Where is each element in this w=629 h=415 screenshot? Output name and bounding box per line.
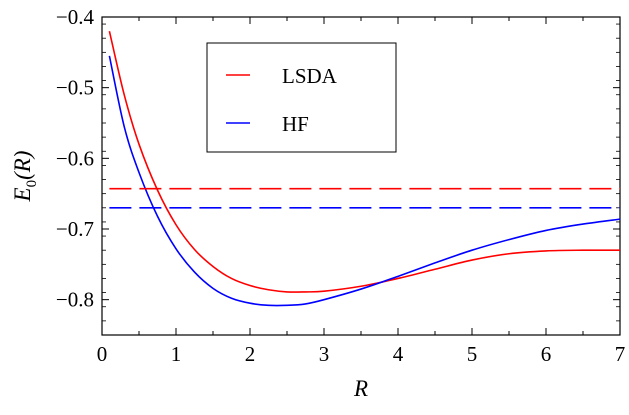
y-tick-label: −0.6: [56, 146, 94, 170]
y-tick-label: −0.8: [56, 288, 94, 312]
x-tick-label: 3: [319, 342, 330, 366]
y-axis-title-main: E: [10, 187, 35, 202]
legend-label-hf: HF: [282, 112, 309, 136]
ticks-group: 0 1 2 3 4 5 6 7 −0.8 −0.7 −0.6 −0.5 −0.4: [56, 5, 625, 366]
x-tick-label: 4: [393, 342, 404, 366]
hf-curve: [108, 55, 621, 307]
y-axis-title-sub: 0: [24, 180, 40, 188]
y-tick-label: −0.7: [56, 217, 94, 241]
x-tick-label: 2: [245, 342, 256, 366]
y-axis-title: E0(R): [10, 151, 40, 203]
x-tick-label: 6: [541, 342, 552, 366]
legend: LSDA HF: [206, 42, 397, 153]
y-axis-title-arg: (R): [10, 151, 35, 180]
x-tick-label: 5: [467, 342, 478, 366]
legend-label-lsda: LSDA: [282, 64, 338, 88]
series-group: [108, 30, 621, 307]
y-tick-label: −0.5: [56, 76, 94, 100]
x-axis-title: R: [353, 376, 368, 401]
lsda-curve: [108, 30, 621, 293]
y-tick-label: −0.4: [56, 5, 95, 29]
x-tick-label: 1: [171, 342, 182, 366]
x-tick-label: 0: [97, 342, 108, 366]
x-tick-label: 7: [615, 342, 626, 366]
legend-box: [206, 42, 397, 153]
